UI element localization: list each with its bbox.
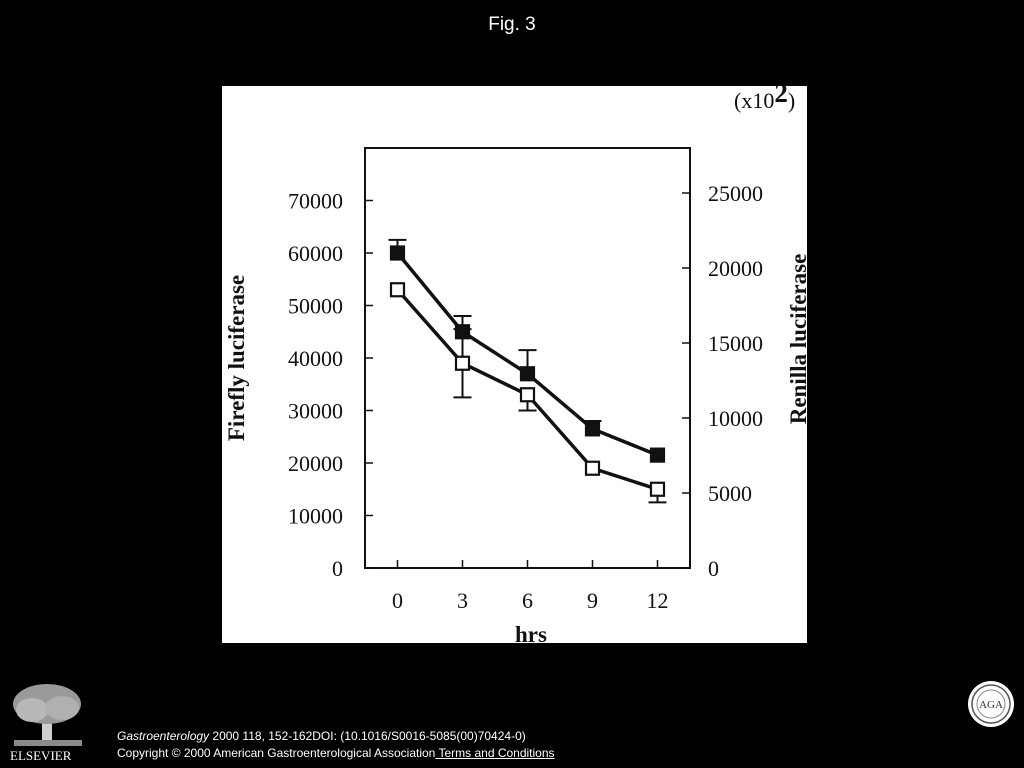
left-tick-label: 70000 bbox=[288, 189, 343, 214]
right-tick-label: 0 bbox=[708, 556, 719, 581]
right-tick-label: 25000 bbox=[708, 181, 763, 206]
right-tick-label: 5000 bbox=[708, 481, 752, 506]
right-axis-multiplier: (x102) bbox=[734, 86, 795, 113]
seal-text: AGA bbox=[979, 699, 1003, 711]
left-y-axis-label: Firefly luciferase bbox=[224, 275, 249, 441]
left-tick-label: 40000 bbox=[288, 346, 343, 371]
journal-name: Gastroenterology bbox=[117, 729, 210, 743]
citation: Gastroenterology 2000 118, 152-162DOI: (… bbox=[117, 729, 526, 743]
open-square-point bbox=[649, 481, 666, 497]
left-tick-label: 20000 bbox=[288, 451, 343, 476]
figure-panel: 0 10000 20000 30000 40000 50000 60000 70000 0 50… bbox=[222, 86, 807, 643]
open-square-point bbox=[584, 460, 601, 476]
filled-square-point bbox=[519, 366, 536, 382]
right-tick-label: 15000 bbox=[708, 331, 763, 356]
left-tick-label: 30000 bbox=[288, 399, 343, 424]
left-tick-label: 50000 bbox=[288, 294, 343, 319]
series-layer bbox=[388, 238, 667, 504]
aga-seal-icon: AGA bbox=[968, 681, 1014, 727]
x-axis: 0 3 6 9 12 bbox=[392, 560, 669, 613]
figure-title: Fig. 3 bbox=[488, 14, 536, 35]
open-square-point bbox=[519, 387, 536, 403]
x-axis-label: hrs bbox=[515, 622, 547, 643]
x-tick-label: 12 bbox=[647, 588, 669, 613]
left-tick-label: 0 bbox=[332, 556, 343, 581]
left-y-axis: 0 10000 20000 30000 40000 50000 60000 70000 bbox=[288, 189, 373, 581]
x-tick-label: 6 bbox=[522, 588, 533, 613]
x-tick-label: 9 bbox=[587, 588, 598, 613]
open-square-point bbox=[454, 355, 471, 371]
copyright: Copyright © 2000 American Gastroenterolo… bbox=[117, 746, 555, 760]
x-tick-label: 0 bbox=[392, 588, 403, 613]
x-tick-label: 3 bbox=[457, 588, 468, 613]
left-tick-label: 10000 bbox=[288, 504, 343, 529]
left-tick-label: 60000 bbox=[288, 241, 343, 266]
copyright-text: Copyright © 2000 American Gastroenterolo… bbox=[117, 746, 436, 760]
right-y-axis-label: Renilla luciferase bbox=[786, 254, 807, 425]
filled-square-point bbox=[389, 245, 406, 261]
right-axis-exponent: 2 bbox=[774, 86, 788, 108]
filled-square-point bbox=[584, 421, 601, 437]
elsevier-tree-icon bbox=[13, 684, 82, 746]
terms-and-conditions-link[interactable]: Terms and Conditions bbox=[435, 746, 555, 760]
citation-details: 2000 118, 152-162 bbox=[209, 729, 313, 743]
elsevier-logo-text: ELSEVIER bbox=[10, 748, 72, 763]
open-square-point bbox=[389, 282, 406, 298]
right-y-axis: 0 5000 10000 15000 20000 25000 bbox=[682, 181, 763, 581]
right-tick-label: 10000 bbox=[708, 406, 763, 431]
right-tick-label: 20000 bbox=[708, 256, 763, 281]
doi: DOI: (10.1016/S0016-5085(00)70424-0) bbox=[312, 729, 526, 743]
filled-square-point bbox=[649, 447, 666, 463]
